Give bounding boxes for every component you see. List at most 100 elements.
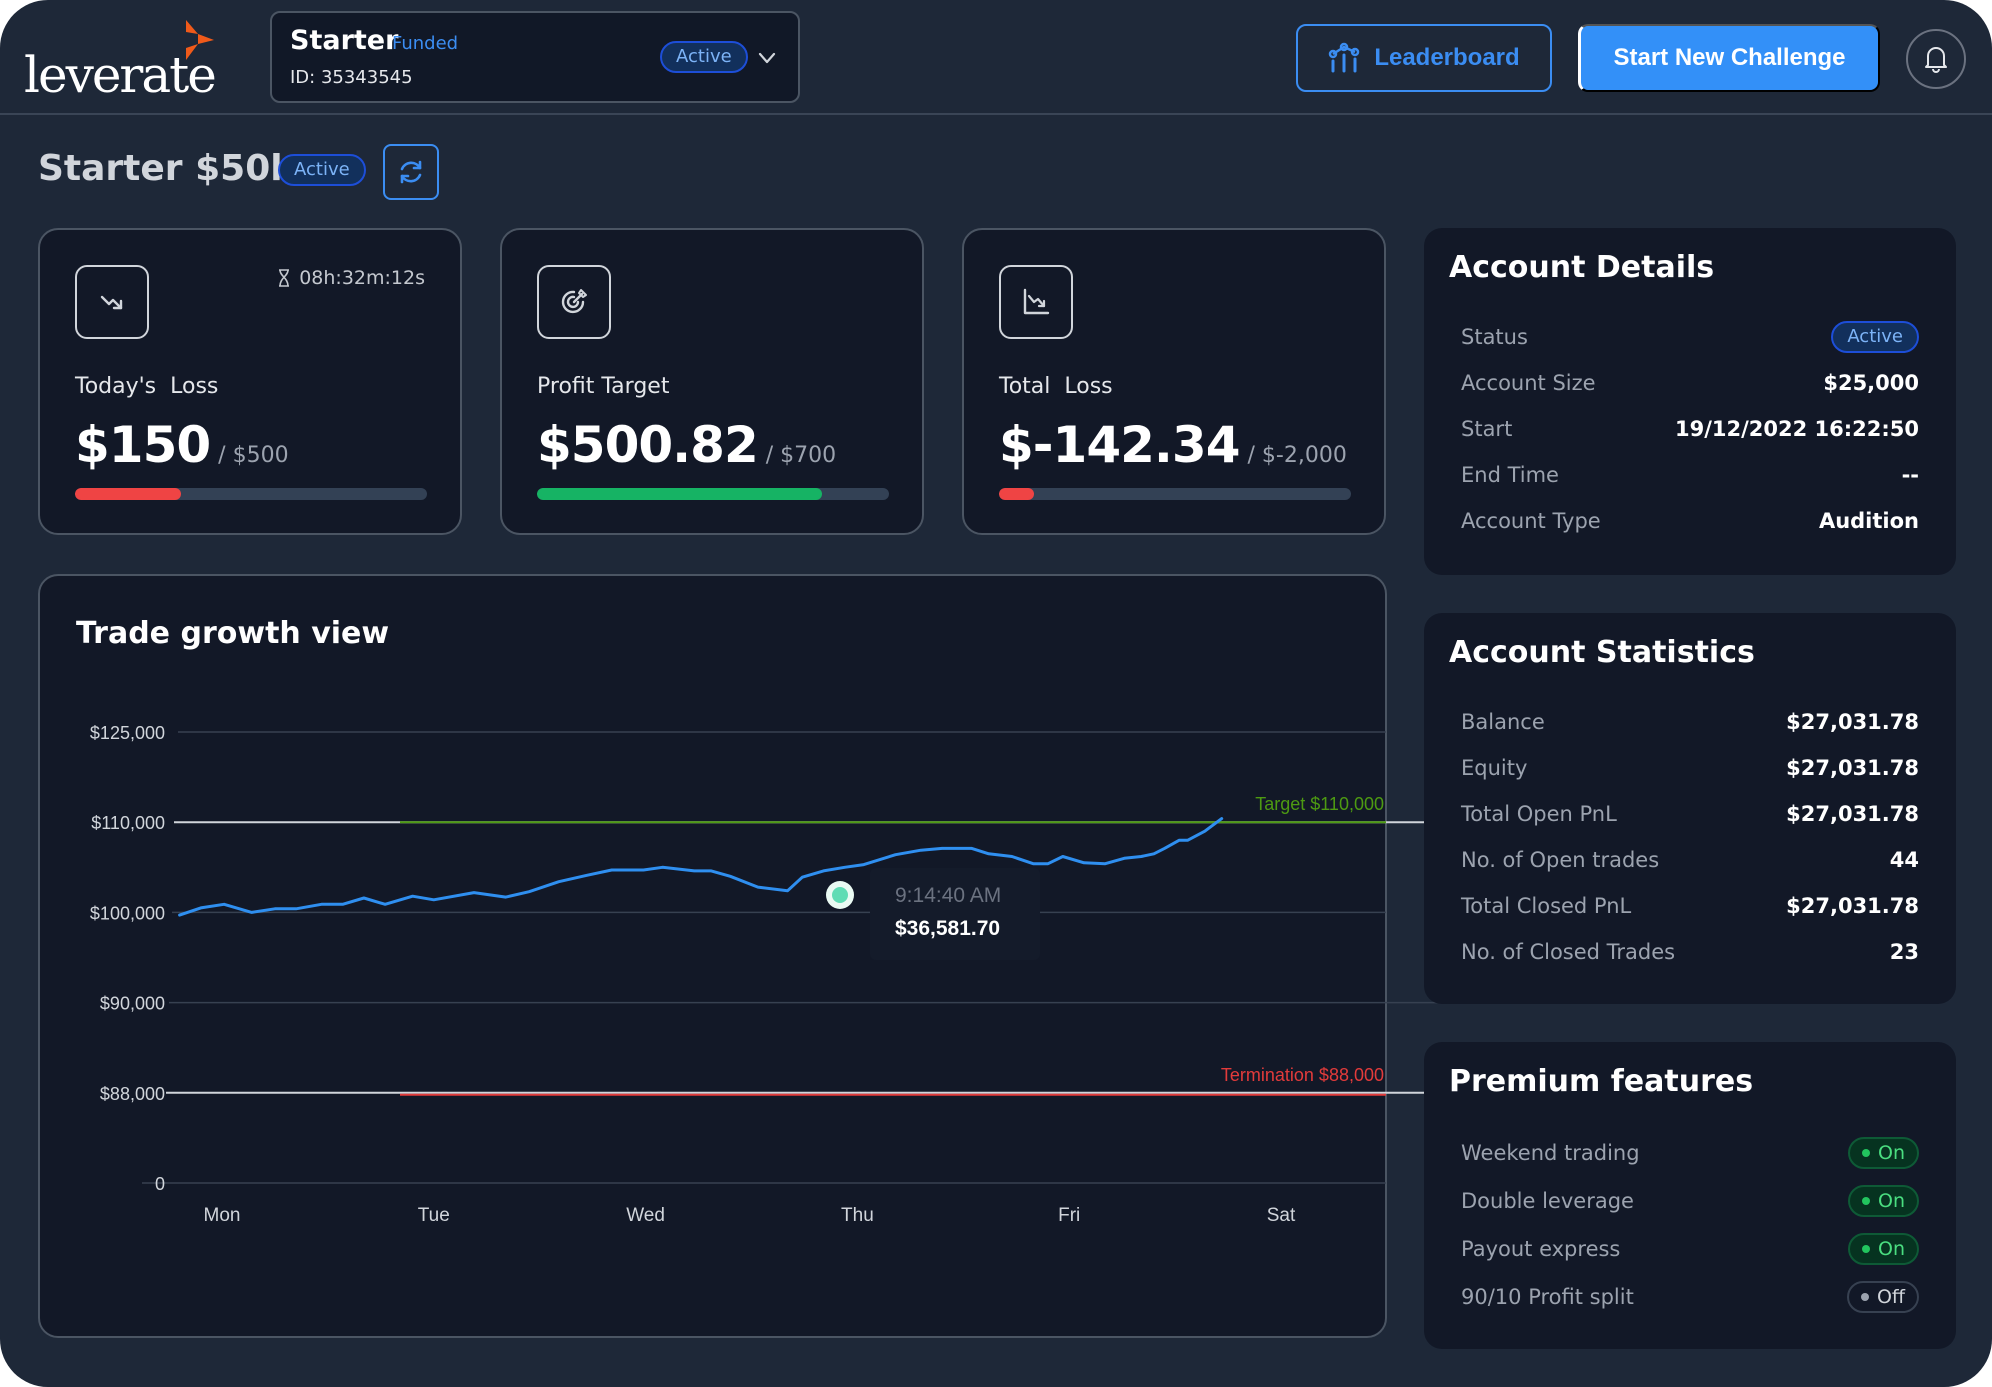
row-value: $25,000	[1823, 371, 1919, 395]
toggle-label: On	[1878, 1142, 1905, 1164]
panel-title: Premium features	[1449, 1064, 1754, 1099]
brand-name: leverate	[24, 46, 217, 104]
termination-label: Termination $88,000	[1221, 1065, 1384, 1085]
chart-down-icon	[999, 265, 1073, 339]
status-dot-icon	[1860, 1293, 1869, 1301]
card-amount: $150	[75, 416, 211, 474]
row-value: Audition	[1818, 509, 1919, 533]
row-label: Payout express	[1461, 1237, 1621, 1261]
page-title: Starter $50k	[38, 148, 295, 189]
detail-row: Account Size $25,000	[1461, 366, 1919, 400]
stat-row: No. of Closed Trades 23	[1461, 935, 1919, 969]
row-value: --	[1901, 463, 1919, 487]
detail-row: End Time --	[1461, 458, 1919, 492]
profit-target-card: Profit Target $500.82/ $700	[500, 228, 924, 535]
row-label: Total Open PnL	[1461, 802, 1617, 826]
notifications-button[interactable]	[1906, 29, 1966, 89]
feature-row-weekend-trading: Weekend trading On	[1461, 1136, 1919, 1170]
row-value: 23	[1889, 940, 1919, 964]
account-details-panel: Account Details Status Active Account Si…	[1424, 228, 1956, 575]
timer-value: 08h:32m:12s	[299, 267, 425, 289]
toggle-label: Off	[1876, 1286, 1905, 1308]
feature-toggle[interactable]: On	[1848, 1137, 1919, 1169]
detail-row-status: Status Active	[1461, 320, 1919, 354]
detail-row: Start 19/12/2022 16:22:50	[1461, 412, 1919, 446]
trend-down-icon	[75, 265, 149, 339]
feature-row-payout-express: Payout express On	[1461, 1232, 1919, 1266]
feature-toggle[interactable]: Off	[1846, 1281, 1919, 1313]
account-switcher[interactable]: Starter Funded ID: 35343545 Active	[270, 11, 800, 103]
card-limit: / $700	[765, 443, 837, 468]
target-icon	[537, 265, 611, 339]
stat-row: No. of Open trades 44	[1461, 843, 1919, 877]
bell-icon	[1925, 47, 1947, 73]
leaderboard-button[interactable]: Leaderboard	[1296, 24, 1552, 92]
row-value: $27,031.78	[1786, 802, 1919, 826]
page-status-badge: Active	[278, 154, 366, 186]
card-amount: $-142.34	[999, 416, 1240, 474]
account-status-badge: Active	[660, 41, 748, 73]
brand-logo[interactable]: leverate	[24, 18, 217, 104]
feature-toggle[interactable]: On	[1848, 1185, 1919, 1217]
equity-series-line	[178, 817, 1224, 917]
row-label: Start	[1461, 417, 1513, 441]
row-label: No. of Closed Trades	[1461, 940, 1676, 964]
row-value: $27,031.78	[1786, 710, 1919, 734]
panel-title: Account Statistics	[1449, 635, 1755, 670]
feature-toggle[interactable]: On	[1848, 1233, 1919, 1265]
row-value: $27,031.78	[1786, 894, 1919, 918]
x-tick-label: Sat	[1267, 1205, 1296, 1226]
target-label: Target $110,000	[1255, 794, 1384, 814]
row-label: Double leverage	[1461, 1189, 1634, 1213]
row-label: Weekend trading	[1461, 1141, 1640, 1165]
card-label: Today's Loss	[75, 374, 219, 399]
progress-bar	[75, 488, 427, 500]
row-label: Account Size	[1461, 371, 1596, 395]
card-label: Total Loss	[999, 374, 1113, 399]
total-loss-card: Total Loss $-142.34 / $-2,000	[962, 228, 1386, 535]
row-value: $27,031.78	[1786, 756, 1919, 780]
card-value: $500.82/ $700	[537, 416, 836, 474]
panel-title: Account Details	[1449, 250, 1715, 285]
todays-loss-card: 08h:32m:12s Today's Loss $150 / $500	[38, 228, 462, 535]
row-value: 19/12/2022 16:22:50	[1674, 417, 1919, 441]
card-value: $150 / $500	[75, 416, 289, 474]
row-label: Status	[1461, 325, 1528, 349]
top-bar: leverate Starter Funded ID: 35343545 Act…	[0, 0, 1992, 115]
toggle-label: On	[1878, 1238, 1905, 1260]
status-dot-icon	[1862, 1149, 1870, 1157]
x-tick-label: Mon	[204, 1205, 241, 1226]
x-tick-label: Tue	[418, 1205, 450, 1226]
logo-mark-icon	[186, 20, 214, 60]
x-tick-label: Thu	[841, 1205, 874, 1226]
row-label: Balance	[1461, 710, 1545, 734]
start-new-challenge-button[interactable]: Start New Challenge	[1578, 24, 1880, 92]
tooltip-value: $36,581.70	[895, 917, 1000, 940]
account-name: Starter	[290, 25, 399, 56]
card-amount: $500.82	[537, 416, 759, 474]
status-dot-icon	[1862, 1197, 1870, 1205]
x-tick-label: Wed	[626, 1205, 665, 1226]
status-badge: Active	[1831, 321, 1919, 353]
hourglass-icon	[279, 269, 290, 287]
status-dot-icon	[1862, 1245, 1870, 1253]
account-tag: Funded	[392, 33, 459, 54]
card-limit: / $500	[218, 443, 289, 468]
card-limit: / $-2,000	[1247, 443, 1347, 468]
row-label: No. of Open trades	[1461, 848, 1660, 872]
progress-bar	[999, 488, 1351, 500]
account-statistics-panel: Account Statistics Balance $27,031.78 Eq…	[1424, 613, 1956, 1004]
detail-row: Account Type Audition	[1461, 504, 1919, 538]
y-tick-label: $90,000	[100, 994, 165, 1014]
countdown-timer: 08h:32m:12s	[277, 267, 425, 289]
chevron-down-icon[interactable]	[756, 47, 778, 69]
x-tick-label: Fri	[1058, 1205, 1080, 1226]
stat-row: Equity $27,031.78	[1461, 751, 1919, 785]
progress-bar	[537, 488, 889, 500]
toggle-label: On	[1878, 1190, 1905, 1212]
card-label: Profit Target	[537, 374, 670, 399]
row-label: Total Closed PnL	[1461, 894, 1632, 918]
refresh-button[interactable]	[383, 144, 439, 200]
